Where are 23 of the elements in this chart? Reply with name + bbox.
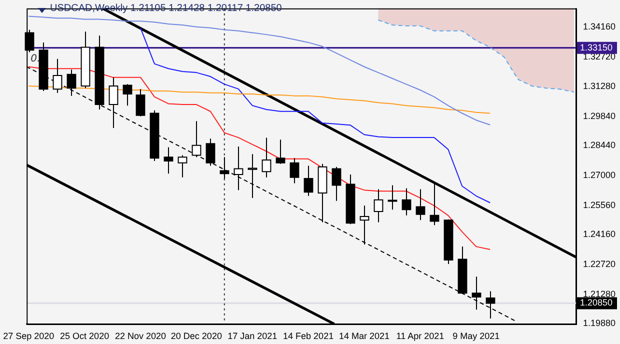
x-tick-label: 11 Apr 2021 <box>396 330 444 341</box>
ref-line-label: 1.33150 <box>580 42 613 52</box>
x-tick-label: 20 Dec 2020 <box>170 330 222 341</box>
y-tick-label: 1.28440 <box>583 140 616 150</box>
ref-line-label: 1.20850 <box>580 298 613 308</box>
x-tick-label: 27 Sep 2020 <box>3 330 54 341</box>
y-tick-label: 1.24160 <box>583 228 616 239</box>
y-tick-label: 1.32720 <box>583 51 616 62</box>
y-tick-label: 1.19880 <box>583 318 616 328</box>
y-tick-label: 1.29840 <box>583 111 616 122</box>
y-tick-label: 1.34160 <box>583 21 616 32</box>
x-tick-label: 14 Mar 2021 <box>338 330 390 341</box>
x-tick-label: 17 Jan 2021 <box>228 330 278 341</box>
annotation: 0. <box>30 53 40 64</box>
x-tick-label: 25 Oct 2020 <box>60 330 110 341</box>
y-tick-label: 1.21280 <box>583 288 616 299</box>
x-tick-label: 9 May 2021 <box>452 330 500 341</box>
y-tick-label: 1.25560 <box>583 200 616 210</box>
y-tick-label: 1.27000 <box>583 170 616 180</box>
y-tick-label: 1.31280 <box>583 81 616 92</box>
y-tick-label: 1.22720 <box>583 258 616 269</box>
x-tick-label: 22 Nov 2020 <box>114 330 166 341</box>
x-tick-label: 14 Feb 2021 <box>283 330 334 341</box>
